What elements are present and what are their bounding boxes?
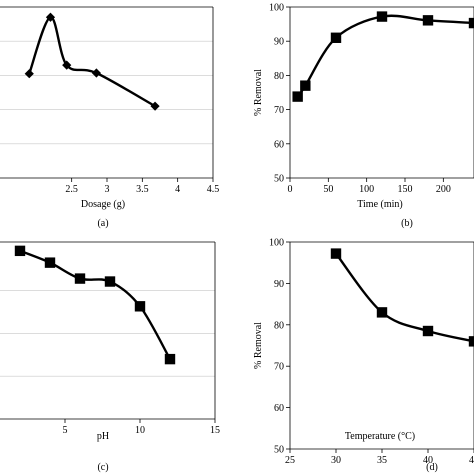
- data-point: [330, 248, 342, 259]
- panel-caption: (d): [426, 462, 438, 473]
- panel-caption: (b): [401, 218, 413, 229]
- x-tick-label: 15: [210, 425, 220, 436]
- data-point: [45, 12, 56, 22]
- x-tick-label: 4.5: [207, 184, 220, 195]
- y-tick-label: 100: [269, 3, 284, 14]
- data-point: [62, 60, 72, 70]
- x-tick-label: 3.5: [136, 184, 149, 195]
- data-point: [468, 336, 474, 347]
- x-tick-label: 2.5: [65, 184, 78, 195]
- x-axis-label: Temperature (°C): [345, 431, 415, 442]
- panel-b: 0501001502002505060708090100Time (min)% …: [253, 3, 474, 229]
- y-tick-label: 90: [274, 37, 284, 48]
- x-tick-label: 45: [469, 455, 474, 466]
- y-axis-label: % Removal: [253, 69, 264, 116]
- data-point: [330, 32, 342, 43]
- data-point: [134, 301, 146, 312]
- y-tick-label: 50: [274, 445, 284, 456]
- x-tick-label: 40: [423, 455, 433, 466]
- y-tick-label: 50: [274, 174, 284, 185]
- x-tick-label: 3: [105, 184, 110, 195]
- x-tick-label: 0: [288, 184, 293, 195]
- x-tick-label: 150: [398, 184, 413, 195]
- y-axis-label: % Removal: [253, 322, 264, 369]
- x-tick-label: 25: [285, 455, 295, 466]
- data-point: [74, 273, 86, 284]
- panel-caption: (c): [97, 462, 108, 473]
- data-point: [422, 15, 434, 26]
- series-line: [296, 14, 474, 98]
- x-axis-label: Dosage (g): [81, 199, 125, 210]
- data-point: [422, 325, 434, 337]
- x-axis-label: pH: [97, 431, 109, 442]
- x-tick-label: 30: [331, 455, 341, 466]
- y-tick-label: 70: [274, 362, 284, 373]
- panel-c: 5 10 15 pH (c): [0, 241, 220, 473]
- x-tick-label: 4: [175, 184, 180, 195]
- y-tick-label: 80: [274, 320, 284, 331]
- y-tick-label: 80: [274, 71, 284, 82]
- data-point: [300, 80, 311, 91]
- panel-a: 2.5 3 3.5 4 4.5 Dosage (g) (a): [0, 6, 220, 229]
- series-line: [335, 252, 474, 343]
- y-tick-label: 60: [274, 139, 284, 150]
- x-tick-label: 50: [323, 184, 333, 195]
- panel-caption: (a): [97, 218, 108, 229]
- x-tick-label: 100: [359, 184, 374, 195]
- data-point: [150, 101, 160, 111]
- panel-d: 25 30 35 40 45 50 60 70 80 90 100 Temperature (°C)%…: [253, 238, 474, 473]
- series-line: [28, 16, 156, 108]
- data-point: [292, 91, 303, 102]
- y-tick-label: 60: [274, 403, 284, 414]
- data-point: [468, 17, 474, 29]
- y-tick-label: 90: [274, 279, 284, 290]
- data-point: [14, 245, 26, 257]
- x-tick-label: 10: [135, 425, 145, 436]
- data-point: [376, 11, 388, 22]
- y-tick-label: 100: [269, 238, 284, 249]
- data-point: [91, 68, 101, 78]
- x-axis-label: Time (min): [357, 199, 402, 210]
- x-tick-label: 35: [377, 455, 387, 466]
- y-tick-label: 70: [274, 105, 284, 116]
- data-point: [376, 307, 388, 318]
- series-line: [19, 249, 172, 360]
- data-point: [44, 257, 56, 268]
- data-point: [104, 276, 116, 287]
- data-point: [164, 353, 176, 365]
- data-point: [24, 69, 34, 79]
- x-tick-label: 5: [63, 425, 68, 436]
- x-tick-label: 200: [436, 184, 451, 195]
